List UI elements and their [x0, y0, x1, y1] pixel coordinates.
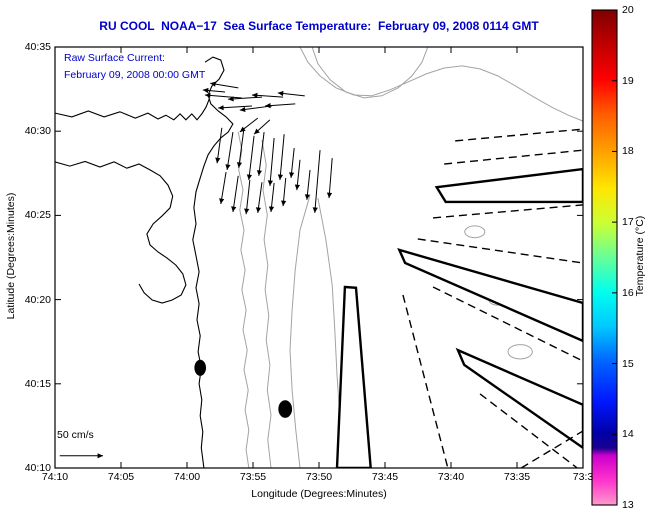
current-vector-head: [205, 92, 211, 98]
radar-sector: [397, 248, 583, 343]
current-vector-head: [231, 206, 237, 212]
coastline: [55, 98, 210, 121]
current-vector-head: [215, 157, 221, 164]
map-layers: [55, 47, 583, 468]
figure-title: RU COOL NOAA−17 Sea Surface Temperature:…: [99, 19, 539, 33]
current-vector-head: [277, 90, 284, 97]
radar-bearing: [479, 393, 578, 468]
buoy-marker: [278, 400, 293, 418]
current-vector-head: [244, 208, 250, 215]
radar-bearing: [402, 294, 449, 468]
current-vector: [238, 127, 245, 168]
current-vector: [269, 137, 275, 186]
current-vector-head: [268, 206, 275, 212]
radar-sector: [434, 167, 583, 204]
current-vector: [216, 127, 223, 164]
current-vector-head: [255, 207, 262, 213]
current-vector: [314, 150, 321, 213]
current-vector-head: [254, 128, 260, 135]
current-vector: [328, 158, 333, 199]
annotation-current-type: Raw Surface Current:: [64, 52, 165, 64]
buoy-marker: [194, 359, 207, 376]
current-vector-head: [239, 126, 246, 132]
current-vector-head: [225, 164, 231, 170]
y-axis-label: Latitude (Degrees:Minutes): [5, 192, 17, 320]
depth-contour: [237, 131, 250, 468]
current-vector: [279, 134, 285, 181]
depth-contour: [311, 47, 429, 99]
current-vector-head: [210, 81, 216, 87]
current-vector-head: [304, 194, 310, 200]
current-vector: [258, 131, 265, 176]
current-vector-head: [202, 87, 209, 94]
radar-bearing: [455, 128, 583, 142]
current-vector: [248, 135, 255, 181]
current-vector: [226, 131, 234, 171]
current-vector-head: [326, 192, 333, 199]
radar-bearing: [417, 238, 583, 264]
current-vector: [204, 94, 242, 99]
radar-sector: [335, 285, 372, 468]
current-vector-head: [277, 174, 283, 180]
current-vector-head: [267, 180, 273, 186]
current-vector-head: [218, 105, 224, 111]
radar-bearing: [444, 149, 583, 165]
x-axis-label: Longitude (Degrees:Minutes): [251, 488, 387, 500]
current-vector-head: [256, 170, 262, 176]
radar-bearing: [432, 286, 583, 362]
current-vector-head: [251, 92, 258, 98]
depth-contour: [261, 139, 272, 468]
current-vector-head: [246, 174, 252, 180]
colorbar-label: Temperature (°C): [634, 215, 646, 297]
current-vector-head: [312, 207, 318, 213]
plot-background: [55, 47, 583, 468]
current-vector: [239, 105, 273, 111]
depth-contour: [289, 195, 311, 468]
annotation-current-date: February 09, 2008 00:00 GMT: [64, 69, 206, 81]
colorbar: [591, 9, 618, 506]
current-vector-head: [294, 184, 300, 191]
current-vector-head: [281, 200, 287, 207]
current-vector-head: [265, 103, 271, 109]
current-vector: [245, 179, 251, 215]
radar-sector: [455, 347, 583, 450]
current-vector: [218, 105, 252, 109]
scale-arrow-label: 50 cm/s: [57, 429, 94, 441]
current-vector-head: [239, 106, 246, 112]
depth-contour-ring: [507, 344, 533, 360]
scale-arrow-head: [97, 453, 103, 459]
depth-contour: [299, 47, 583, 122]
depth-contour-ring: [464, 225, 486, 239]
current-vector-head: [219, 198, 225, 204]
current-vector: [232, 175, 239, 213]
current-vector-head: [289, 172, 295, 178]
coastline: [55, 160, 187, 304]
current-vector-head: [228, 96, 234, 102]
current-vector-head: [236, 162, 242, 168]
current-vector: [220, 171, 227, 205]
